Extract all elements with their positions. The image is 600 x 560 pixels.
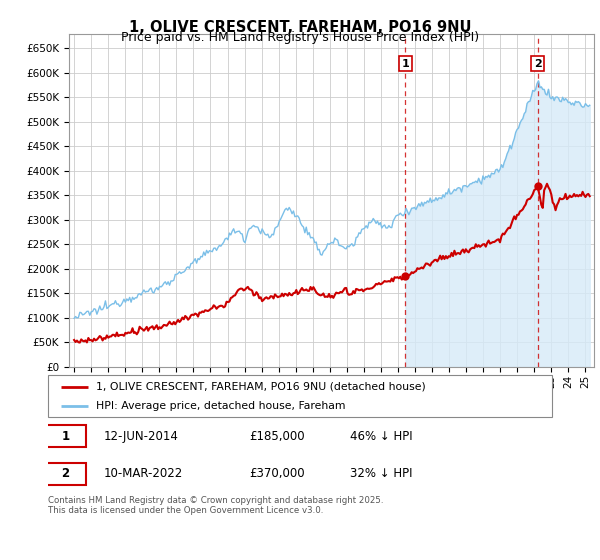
Text: HPI: Average price, detached house, Fareham: HPI: Average price, detached house, Fare… [96,402,346,411]
Text: £185,000: £185,000 [250,430,305,442]
Text: 10-MAR-2022: 10-MAR-2022 [103,468,182,480]
Text: £370,000: £370,000 [250,468,305,480]
Text: 46% ↓ HPI: 46% ↓ HPI [350,430,413,442]
FancyBboxPatch shape [46,463,86,485]
Text: 32% ↓ HPI: 32% ↓ HPI [350,468,413,480]
Text: 1: 1 [62,430,70,442]
Text: 1: 1 [401,59,409,68]
FancyBboxPatch shape [48,375,552,417]
Text: Price paid vs. HM Land Registry's House Price Index (HPI): Price paid vs. HM Land Registry's House … [121,31,479,44]
Text: Contains HM Land Registry data © Crown copyright and database right 2025.
This d: Contains HM Land Registry data © Crown c… [48,496,383,515]
Text: 2: 2 [534,59,541,68]
Text: 2: 2 [62,468,70,480]
Text: 12-JUN-2014: 12-JUN-2014 [103,430,178,442]
FancyBboxPatch shape [46,425,86,447]
Text: 1, OLIVE CRESCENT, FAREHAM, PO16 9NU: 1, OLIVE CRESCENT, FAREHAM, PO16 9NU [129,20,471,35]
Text: 1, OLIVE CRESCENT, FAREHAM, PO16 9NU (detached house): 1, OLIVE CRESCENT, FAREHAM, PO16 9NU (de… [96,382,425,392]
